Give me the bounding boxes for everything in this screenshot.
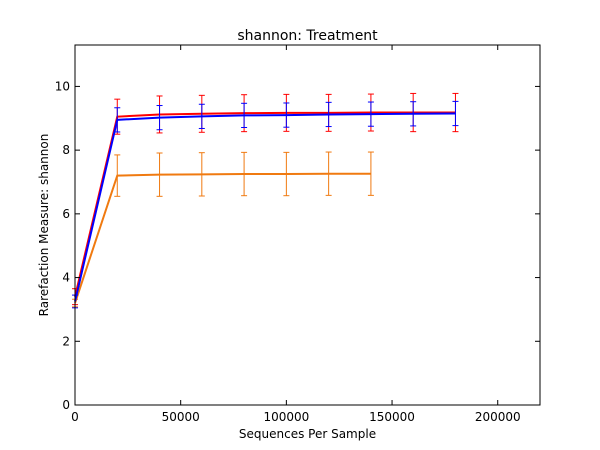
- series-layer: [72, 92, 459, 309]
- x-tick-label: 200000: [475, 410, 521, 424]
- y-tick-label: 2: [62, 334, 70, 348]
- y-tick-label: 6: [62, 207, 70, 221]
- x-tick-label: 50000: [162, 410, 200, 424]
- y-tick-label: 8: [62, 143, 70, 157]
- y-tick-label: 4: [62, 271, 70, 285]
- series-line: [74, 111, 456, 297]
- series-2: [72, 151, 374, 308]
- y-tick-label: 0: [62, 398, 70, 412]
- ticks-layer: 0 50000 100000 150000 200000 0 2 4 6 8 10: [55, 45, 540, 424]
- plot-frame: [74, 44, 541, 406]
- plot-background: [75, 45, 540, 405]
- y-tick-label: 10: [55, 79, 70, 93]
- x-tick-label: 100000: [263, 410, 309, 424]
- series-1: [72, 100, 459, 309]
- x-tick-label: 150000: [369, 410, 415, 424]
- series-line: [74, 112, 456, 302]
- chart-title: shannon: Treatment: [237, 28, 378, 44]
- x-tick-label: 0: [71, 410, 79, 424]
- y-axis-title: Rarefaction Measure: shannon: [37, 134, 51, 317]
- x-axis-title: Sequences Per Sample: [239, 427, 376, 441]
- series-line: [74, 172, 371, 304]
